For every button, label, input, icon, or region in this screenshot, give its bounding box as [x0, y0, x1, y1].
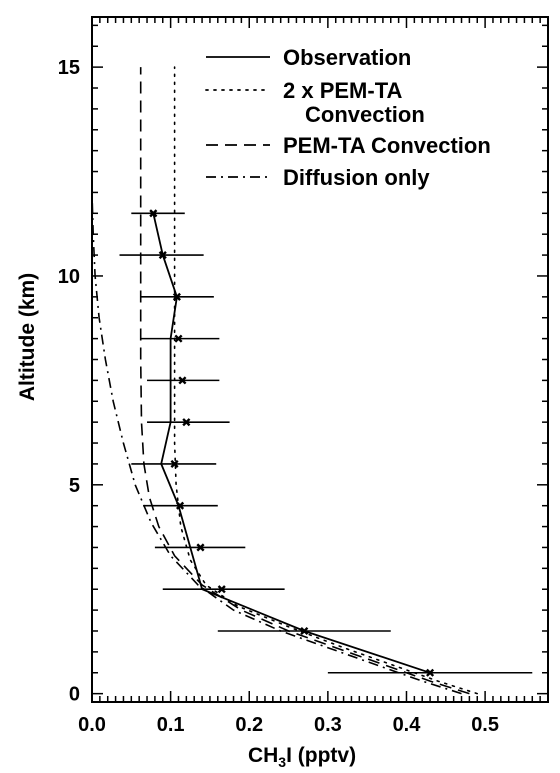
legend-label: PEM-TA Convection	[283, 133, 491, 158]
x-tick-label: 0.4	[393, 714, 422, 736]
x-axis-title-rest: I (pptv)	[286, 744, 356, 767]
observation-marker	[196, 543, 205, 552]
observation-marker	[426, 668, 435, 677]
observation-line	[152, 213, 431, 674]
x-axis-title-subscript: 3	[278, 754, 286, 770]
x-tick-label: 0.5	[471, 714, 499, 736]
y-tick-label: 5	[69, 475, 80, 497]
y-tick-label: 15	[58, 57, 80, 79]
model-curves	[91, 66, 479, 695]
observation-marker	[178, 376, 187, 385]
observation-marker	[149, 209, 158, 218]
legend-label: 2 x PEM-TA	[283, 78, 403, 103]
x-axis-ticks: 0.0 0.1 0.2 0.3 0.4 0.5	[78, 17, 541, 736]
y-axis-title: Altitude (km)	[16, 273, 39, 401]
x-tick-label: 0.2	[235, 714, 263, 736]
observation-marker	[300, 626, 309, 636]
observation-marker	[176, 501, 185, 510]
x-axis-title: CH3I (pptv)	[248, 744, 356, 770]
observation-marker	[158, 251, 167, 260]
observation-marker	[182, 418, 191, 427]
legend-label: Observation	[283, 45, 411, 70]
x-tick-label: 0.3	[314, 714, 342, 736]
legend-label: Diffusion only	[283, 165, 430, 190]
observation-marker	[217, 585, 226, 594]
observation-marker	[172, 292, 181, 301]
y-axis-ticks: 0 5 10 15	[58, 24, 548, 706]
series-line-dashed	[139, 67, 470, 695]
series-line-dashdot	[91, 192, 462, 695]
y-tick-label: 10	[58, 266, 80, 288]
observation-marker	[174, 334, 183, 343]
x-tick-label: 0.1	[157, 714, 185, 736]
y-tick-label: 0	[69, 684, 80, 706]
legend: Observation 2 x PEM-TA PEM-TA Convection Di…	[205, 45, 491, 190]
x-tick-label: 0.0	[78, 714, 106, 736]
series-line-dotted	[173, 66, 479, 695]
observation-series	[119, 209, 533, 677]
observation-marker	[170, 459, 179, 468]
legend-label-continued: Convection	[305, 102, 425, 127]
x-axis-title-main: CH	[248, 744, 278, 767]
